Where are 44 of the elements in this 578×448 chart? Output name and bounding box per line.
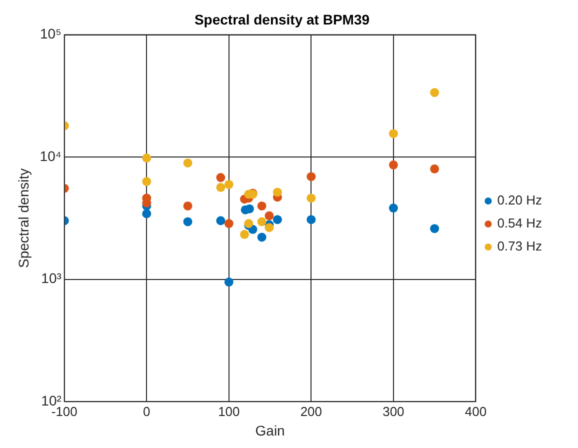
- point: [264, 211, 274, 220]
- x-axis-title: Gain: [255, 422, 285, 438]
- y-tick-label: 10⁴: [40, 148, 62, 164]
- point: [216, 173, 226, 182]
- legend-label: 0.20 Hz: [497, 192, 542, 208]
- chart-title: Spectral density at BPM39: [194, 11, 370, 28]
- point: [224, 219, 234, 228]
- point: [142, 177, 152, 186]
- point: [142, 154, 152, 163]
- point: [388, 204, 398, 213]
- point: [183, 217, 192, 226]
- y-tick-label: 10²: [41, 392, 62, 408]
- point: [216, 182, 226, 192]
- point: [142, 209, 152, 218]
- point: [257, 201, 266, 210]
- point: [430, 224, 440, 234]
- x-tick-label: 400: [464, 404, 487, 419]
- point: [216, 216, 226, 226]
- point: [224, 180, 234, 189]
- point: [306, 215, 316, 224]
- x-tick-label: 0: [143, 404, 150, 419]
- y-axis-title: Spectral density: [15, 168, 32, 268]
- point: [272, 215, 282, 224]
- point: [257, 232, 266, 242]
- point: [430, 164, 440, 174]
- x-tick-label: 200: [300, 404, 322, 419]
- point: [240, 230, 250, 239]
- point: [388, 160, 398, 170]
- point: [257, 217, 266, 226]
- legend-label: 0.54 Hz: [497, 216, 542, 231]
- point: [183, 201, 192, 210]
- point: [224, 278, 234, 287]
- y-tick-label: 10³: [41, 270, 62, 286]
- x-tick-label: 300: [382, 404, 404, 419]
- x-tick-label: 100: [218, 404, 240, 419]
- point: [306, 194, 316, 203]
- point: [183, 158, 192, 168]
- point: [272, 188, 282, 197]
- point: [430, 88, 440, 98]
- point: [264, 223, 274, 232]
- point: [388, 129, 398, 138]
- point: [306, 172, 316, 182]
- y-tick-label: 10⁵: [40, 26, 62, 42]
- legend-label: 0.73 Hz: [497, 238, 542, 254]
